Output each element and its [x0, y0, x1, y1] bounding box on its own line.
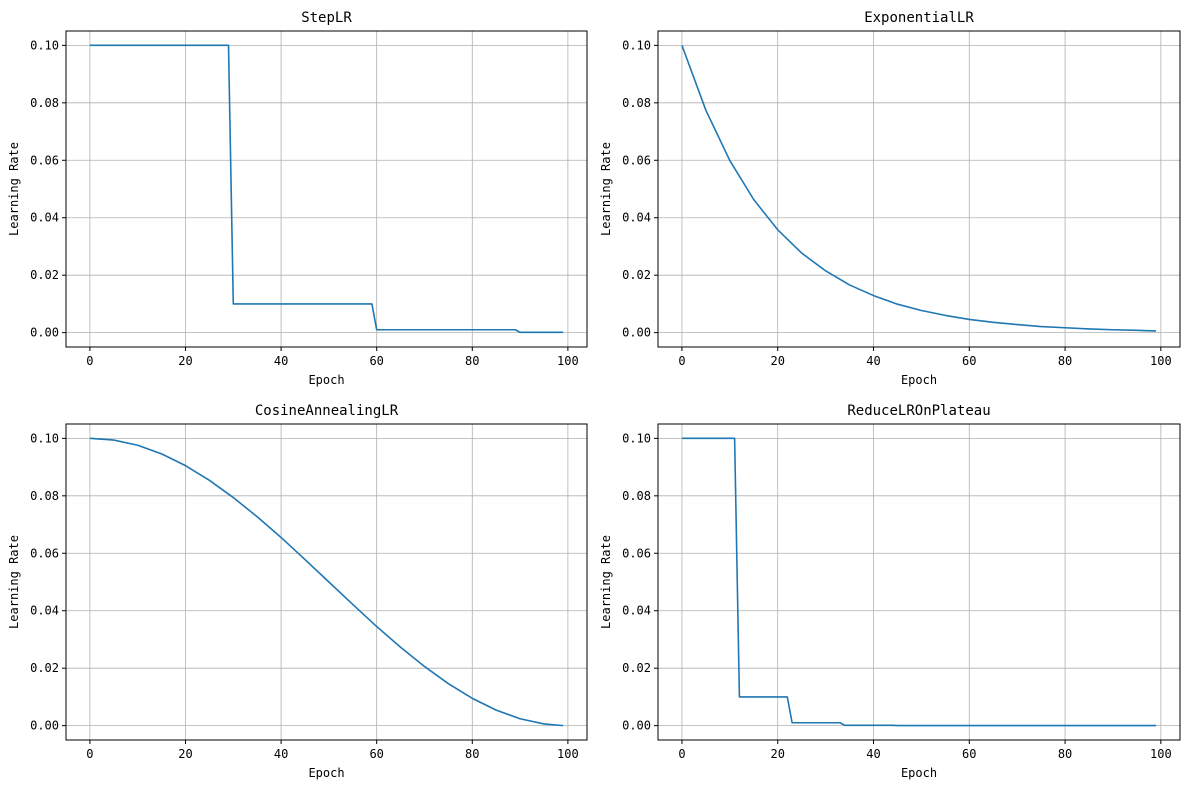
x-axis-label: Epoch [901, 766, 937, 780]
y-tick-label: 0.04 [30, 211, 59, 225]
y-tick-label: 0.00 [622, 719, 651, 733]
y-tick-label: 0.02 [622, 661, 651, 675]
y-tick-label: 0.10 [622, 38, 651, 52]
y-tick-label: 0.08 [622, 96, 651, 110]
y-tick-label: 0.06 [30, 153, 59, 167]
axes-frame [65, 30, 588, 348]
chart-title: StepLR [301, 10, 352, 26]
y-tick-label: 0.10 [30, 431, 59, 445]
y-tick-label: 0.06 [30, 546, 59, 560]
y-tick-label: 0.04 [30, 604, 59, 618]
y-tick-label: 0.02 [622, 268, 651, 282]
y-tick-label: 0.04 [622, 211, 651, 225]
x-tick-label: 100 [1150, 354, 1172, 368]
x-tick-label: 60 [962, 747, 976, 761]
y-tick-label: 0.00 [622, 326, 651, 340]
x-tick-label: 80 [1058, 747, 1072, 761]
x-tick-label: 20 [770, 354, 784, 368]
y-tick-label: 0.08 [30, 489, 59, 503]
chart-panel: 0 20 40 60 80 100 0.00 0.02 0.04 0.06 0.08 0.10 Redu… [599, 403, 1181, 780]
series-line [89, 44, 564, 334]
y-tick-label: 0.10 [622, 431, 651, 445]
x-tick-label: 40 [866, 747, 880, 761]
y-tick-label: 0.08 [622, 489, 651, 503]
x-tick-label: 40 [274, 354, 288, 368]
y-tick-label: 0.08 [30, 96, 59, 110]
x-tick-label: 60 [369, 747, 383, 761]
series-line [681, 437, 1157, 727]
x-tick-label: 20 [178, 354, 192, 368]
chart-panel: 0 20 40 60 80 100 0.00 0.02 0.04 0.06 0.08 0.10 Expo… [599, 10, 1181, 387]
y-tick-label: 0.06 [622, 153, 651, 167]
y-tick-label: 0.00 [30, 719, 59, 733]
x-tick-label: 60 [369, 354, 383, 368]
x-tick-label: 40 [866, 354, 880, 368]
x-tick-label: 80 [465, 354, 479, 368]
x-tick-label: 80 [465, 747, 479, 761]
axes-frame [657, 423, 1181, 741]
x-tick-label: 60 [962, 354, 976, 368]
x-axis-label: Epoch [308, 373, 344, 387]
chart-panel: 0 20 40 60 80 100 0.00 0.02 0.04 0.06 0.08 0.10 Cosi… [7, 403, 588, 780]
x-tick-label: 20 [178, 747, 192, 761]
x-tick-label: 20 [770, 747, 784, 761]
chart-title: ExponentialLR [864, 10, 974, 26]
x-tick-label: 0 [678, 747, 685, 761]
chart-title: ReduceLROnPlateau [847, 403, 990, 419]
y-tick-label: 0.02 [30, 268, 59, 282]
x-tick-label: 0 [86, 747, 93, 761]
x-tick-label: 40 [274, 747, 288, 761]
series-line [681, 45, 1157, 332]
series-line [89, 437, 564, 727]
x-axis-label: Epoch [901, 373, 937, 387]
y-tick-label: 0.00 [30, 326, 59, 340]
y-axis-label: Learning Rate [7, 535, 21, 629]
y-tick-label: 0.02 [30, 661, 59, 675]
x-tick-label: 0 [86, 354, 93, 368]
y-tick-label: 0.10 [30, 38, 59, 52]
y-axis-label: Learning Rate [599, 142, 613, 236]
y-axis-label: Learning Rate [7, 142, 21, 236]
y-axis-label: Learning Rate [599, 535, 613, 629]
x-tick-label: 0 [678, 354, 685, 368]
x-tick-label: 100 [557, 747, 579, 761]
axes-frame [65, 423, 588, 741]
x-tick-label: 80 [1058, 354, 1072, 368]
chart-title: CosineAnnealingLR [255, 403, 399, 419]
axes-frame [657, 30, 1181, 348]
x-tick-label: 100 [1150, 747, 1172, 761]
chart-panel: 0 20 40 60 80 100 0.00 0.02 0.04 0.06 0.08 0.10 Step… [7, 10, 588, 387]
x-axis-label: Epoch [308, 766, 344, 780]
y-tick-label: 0.06 [622, 546, 651, 560]
y-tick-label: 0.04 [622, 604, 651, 618]
x-tick-label: 100 [557, 354, 579, 368]
